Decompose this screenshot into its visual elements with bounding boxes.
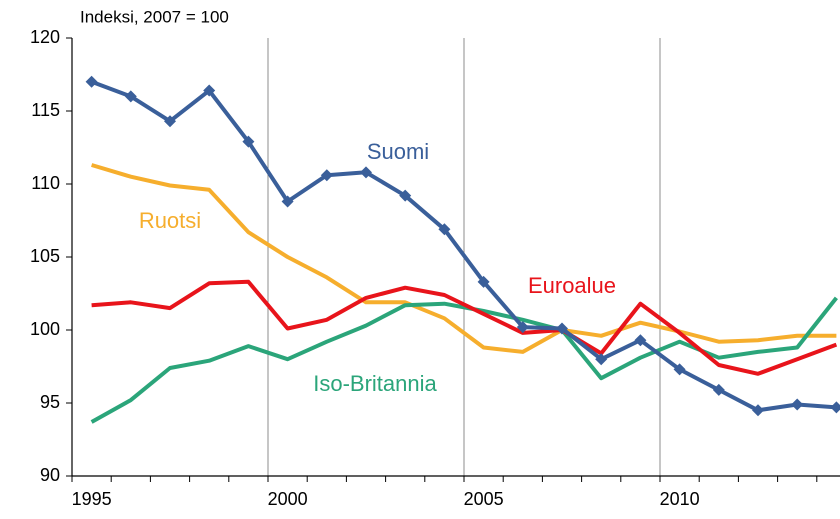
y-tick-label: 105 (30, 246, 60, 266)
marker (595, 353, 608, 366)
series-label: Iso-Britannia (313, 371, 437, 396)
marker (320, 169, 333, 182)
marker (830, 401, 840, 414)
y-tick-label: 110 (31, 173, 60, 193)
chart-title: Indeksi, 2007 = 100 (80, 7, 229, 26)
marker (203, 84, 216, 97)
y-tick-label: 95 (40, 392, 60, 412)
x-tick-label: 1995 (72, 489, 112, 509)
marker (164, 115, 176, 128)
marker (516, 321, 529, 334)
y-tick-label: 90 (40, 465, 60, 485)
marker (752, 404, 764, 417)
y-tick-label: 120 (30, 27, 60, 47)
marker (477, 275, 490, 288)
marker (124, 90, 137, 103)
marker (673, 363, 686, 376)
y-tick-label: 100 (30, 319, 60, 339)
marker (85, 75, 98, 88)
marker (438, 223, 451, 236)
marker (242, 135, 255, 148)
series-label: Euroalue (528, 273, 616, 298)
marker (281, 195, 294, 208)
marker (360, 166, 372, 179)
series-line (91, 279, 838, 376)
series-label: Suomi (367, 139, 429, 164)
marker (791, 398, 804, 411)
x-tick-label: 2010 (660, 489, 700, 509)
marker (634, 334, 647, 347)
marker (556, 322, 568, 335)
series-line (90, 296, 838, 424)
series-line (90, 79, 837, 413)
marker (399, 189, 412, 202)
marker (712, 383, 725, 396)
x-tick-label: 2005 (464, 489, 504, 509)
series-label: Ruotsi (139, 208, 201, 233)
x-tick-label: 2000 (268, 489, 308, 509)
series-line (91, 163, 837, 354)
y-tick-label: 115 (31, 100, 60, 120)
